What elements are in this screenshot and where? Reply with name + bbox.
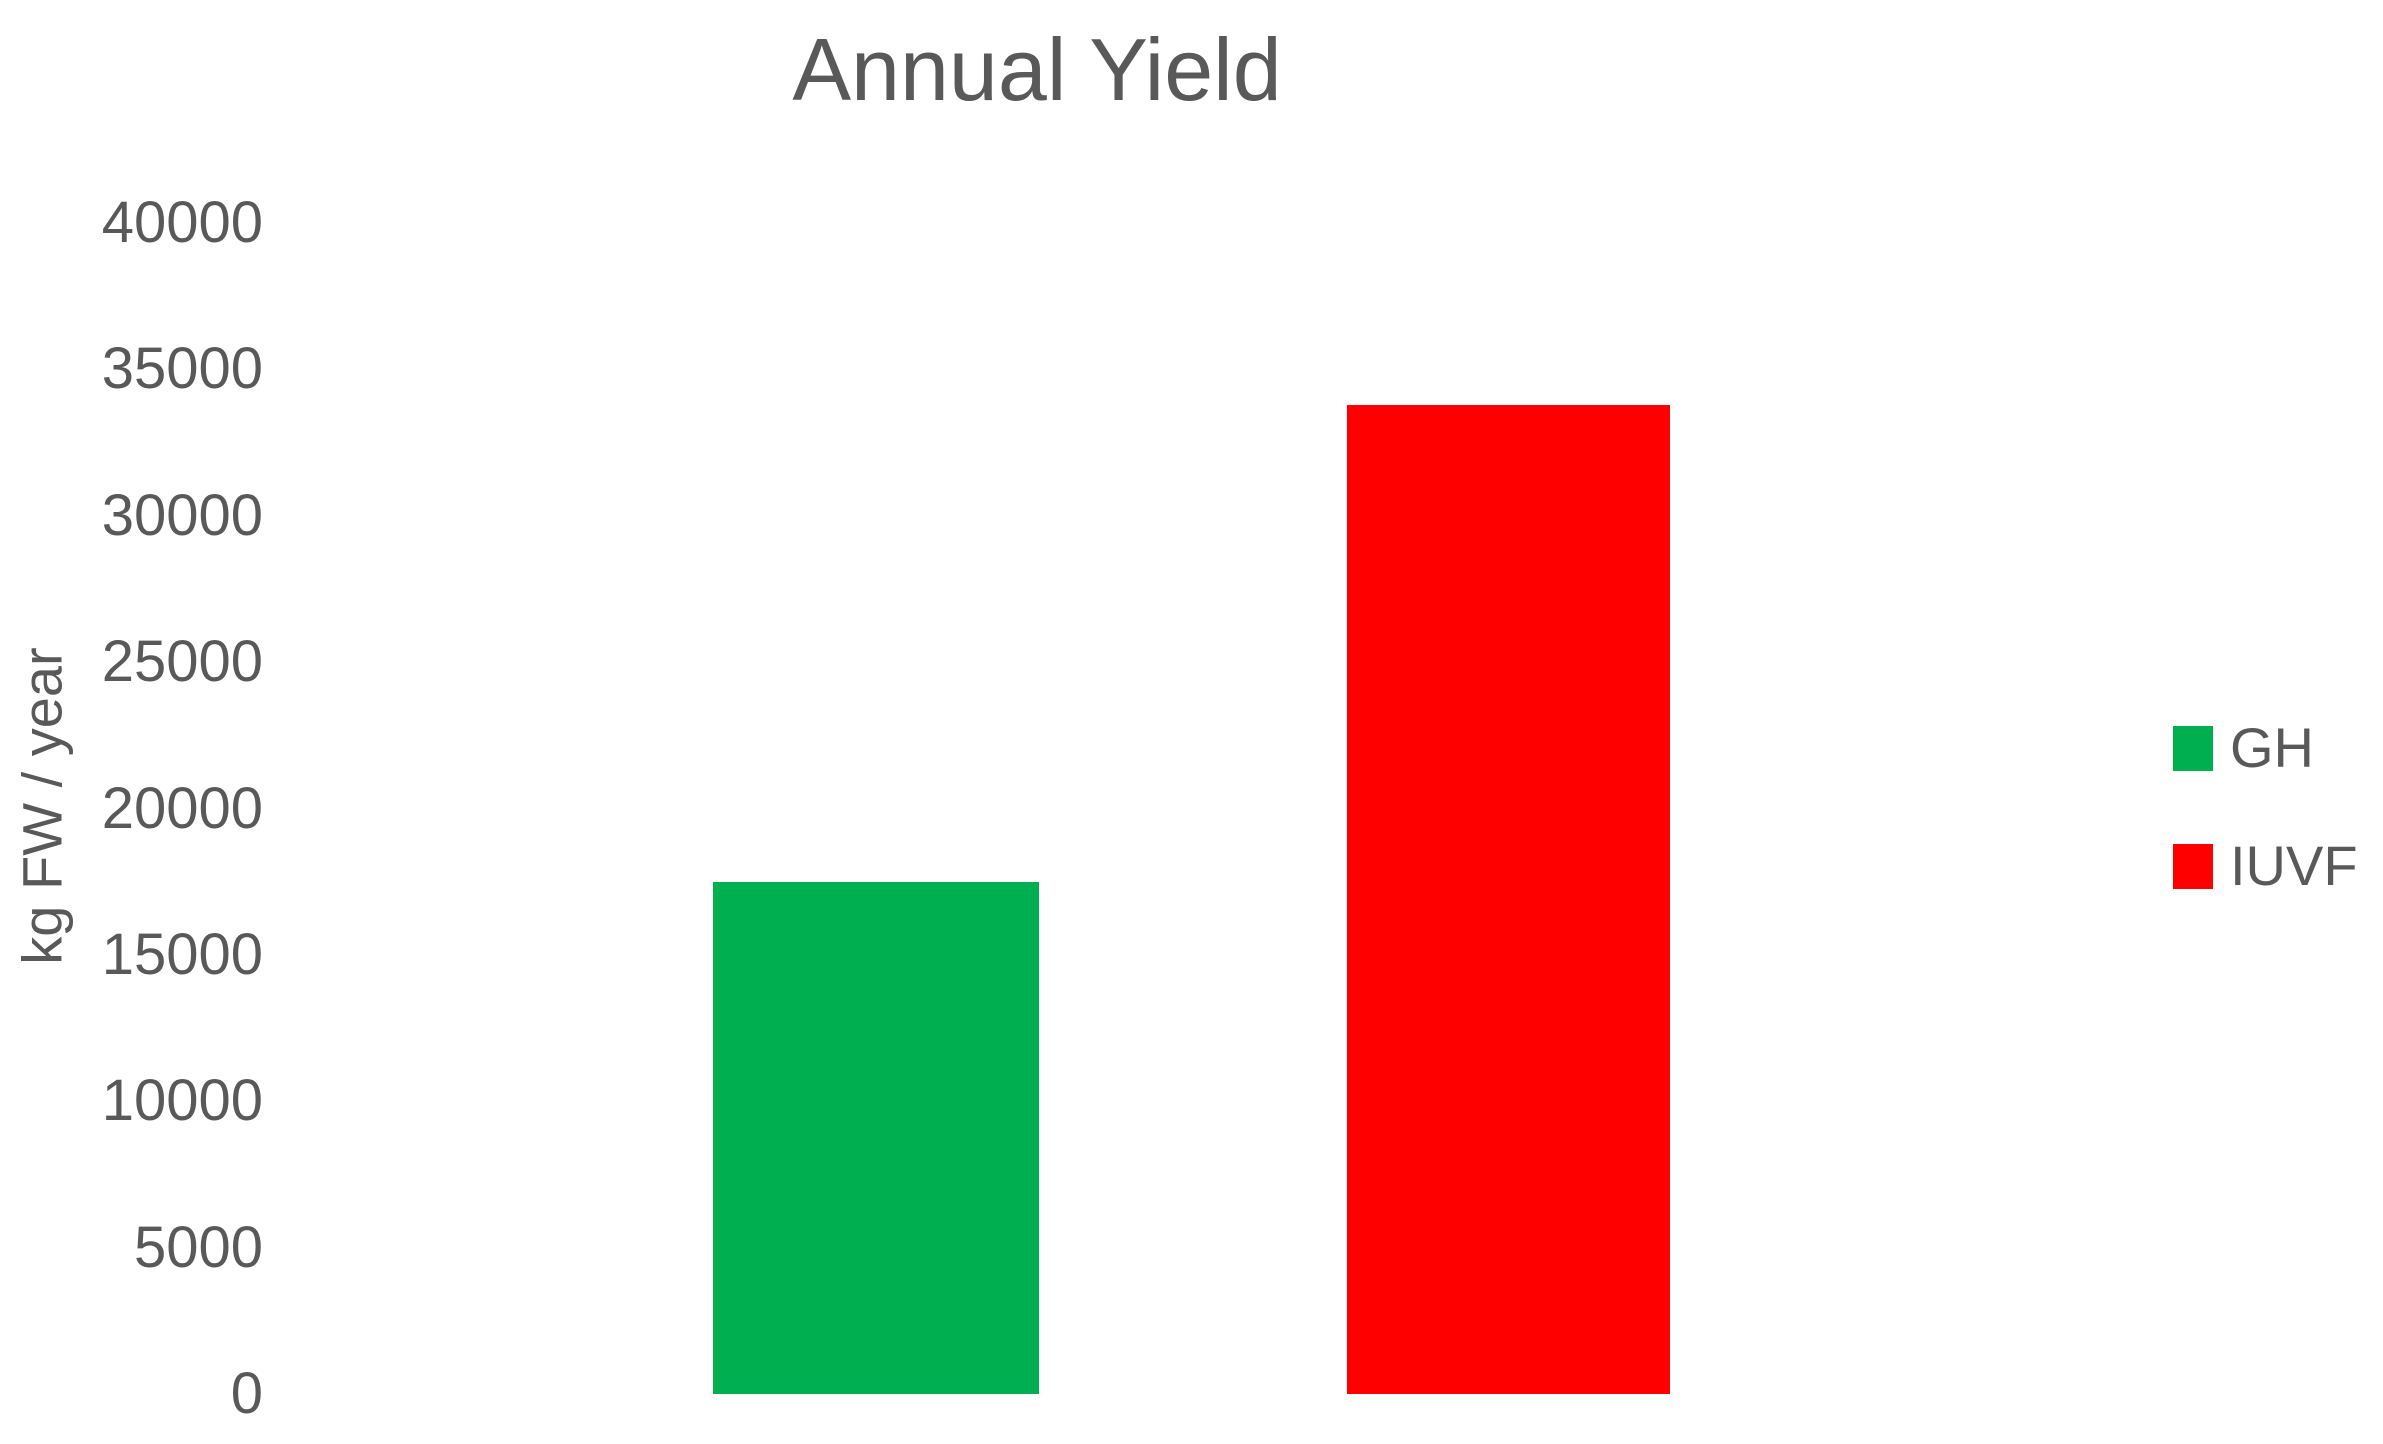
y-tick-label: 0 (230, 1361, 263, 1426)
legend-swatch-icon (2173, 843, 2213, 889)
y-tick-label: 30000 (101, 482, 263, 548)
y-tick-label: 15000 (101, 921, 263, 987)
y-tick-label: 40000 (101, 190, 263, 255)
bar-iuvf (1347, 404, 1670, 1394)
y-tick-label: 10000 (101, 1068, 263, 1134)
chart-title: Annual Yield (792, 20, 1282, 119)
y-axis-tick-labels: 40000 35000 30000 25000 20000 15000 10000 5000 0 (0, 0, 263, 1444)
y-tick-label: 35000 (101, 336, 263, 402)
legend-item-iuvf: IUVF (2173, 838, 2358, 894)
y-tick-label: 5000 (133, 1214, 263, 1280)
legend-swatch-icon (2173, 725, 2213, 771)
legend-item-gh: GH (2173, 720, 2314, 776)
legend-label: GH (2230, 716, 2314, 779)
y-tick-label: 20000 (101, 775, 263, 841)
bar-gh (713, 881, 1039, 1394)
legend-label: IUVF (2230, 834, 2358, 897)
y-tick-label: 25000 (101, 629, 263, 695)
